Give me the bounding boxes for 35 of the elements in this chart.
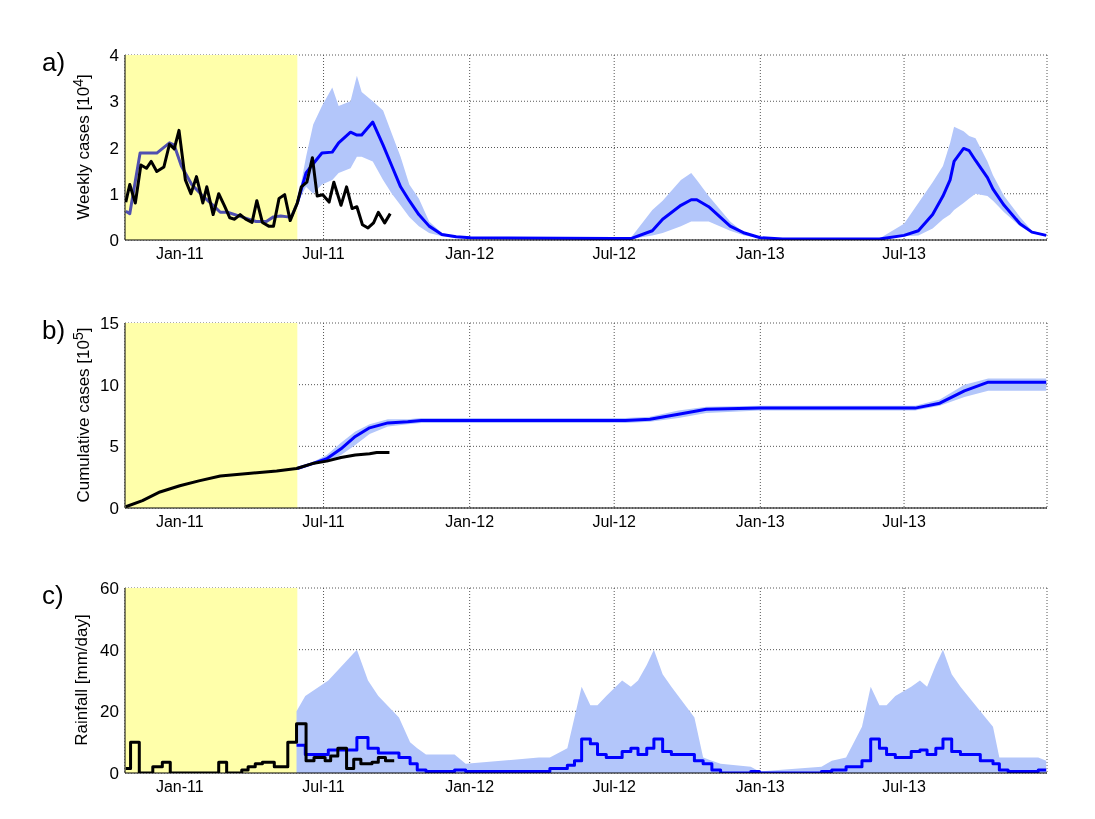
y-tick-label: 4: [109, 46, 119, 66]
x-tick-label: Jan-13: [735, 778, 785, 796]
y-tick-label: 0: [109, 499, 119, 519]
y-tick-label: 20: [100, 702, 119, 722]
y-tick-label: 10: [100, 375, 119, 395]
x-tick-label: Jul-12: [592, 513, 637, 531]
x-tick-label: Jan-12: [445, 245, 495, 263]
chart-title: c): [42, 580, 64, 611]
y-tick-label: 0: [109, 764, 119, 784]
y-tick-label: 3: [109, 92, 119, 112]
x-tick-label: Jul-12: [592, 245, 637, 263]
x-tick-label: Jul-12: [592, 778, 637, 796]
x-tick-label: Jul-11: [302, 245, 345, 263]
chart-title: b): [42, 315, 66, 346]
y-tick-label: 15: [100, 314, 119, 334]
x-tick-label: Jul-11: [302, 513, 345, 531]
x-tick-label: Jul-11: [302, 778, 345, 796]
y-tick-label: 0: [109, 231, 119, 251]
y-tick-label: 5: [109, 437, 119, 457]
y-tick-label: 40: [100, 640, 119, 660]
x-tick-label: Jul-13: [882, 245, 926, 263]
y-tick-label: 60: [100, 579, 119, 599]
x-tick-label: Jan-11: [155, 778, 204, 796]
x-tick-label: Jan-13: [735, 513, 785, 531]
x-tick-label: Jan-12: [445, 513, 495, 531]
x-tick-label: Jan-12: [445, 778, 495, 796]
y-axis-title: Rainfall [mm/day]: [72, 614, 92, 746]
y-tick-label: 2: [109, 138, 119, 158]
x-tick-label: Jul-13: [882, 778, 926, 796]
x-tick-label: Jan-11: [155, 513, 204, 531]
x-tick-label: Jul-13: [882, 513, 926, 531]
y-tick-label: 1: [109, 184, 119, 204]
chart-title: a): [42, 47, 66, 78]
x-tick-label: Jan-11: [155, 245, 204, 263]
x-tick-label: Jan-13: [735, 245, 785, 263]
